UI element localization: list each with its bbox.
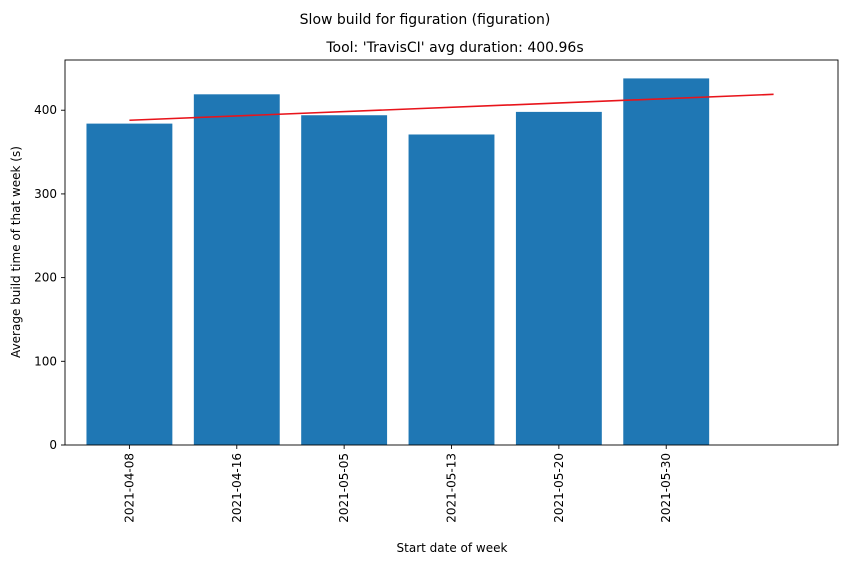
x-tick-label: 2021-05-30 bbox=[659, 453, 673, 523]
bar-2021-05-20 bbox=[515, 111, 602, 446]
bars-group bbox=[86, 78, 710, 446]
trend-line bbox=[129, 93, 774, 122]
bar-2021-04-08 bbox=[86, 123, 173, 445]
bar-2021-04-16 bbox=[193, 94, 280, 445]
bar-2021-05-30 bbox=[623, 78, 710, 446]
x-tick-label: 2021-05-13 bbox=[445, 453, 459, 523]
bar-2021-05-05 bbox=[301, 115, 388, 445]
y-tick-label: 400 bbox=[34, 103, 57, 117]
x-tick-label: 2021-04-08 bbox=[122, 453, 136, 523]
bar-2021-05-13 bbox=[408, 134, 495, 445]
y-axis-label: Average build time of that week (s) bbox=[9, 146, 23, 358]
y-tick-label: 300 bbox=[34, 187, 57, 201]
x-axis-label: Start date of week bbox=[397, 541, 508, 555]
trend-group bbox=[129, 93, 774, 122]
x-tick-label: 2021-04-16 bbox=[230, 453, 244, 523]
x-ticks-group: 2021-04-08 2021-04-16 2021-05-05 2021-05-13… bbox=[122, 445, 673, 523]
chart-title: Tool: 'TravisCI' avg duration: 400.96s bbox=[325, 40, 583, 56]
x-tick-label: 2021-05-05 bbox=[337, 453, 351, 523]
y-ticks-group: 0 100 200 300 400 bbox=[34, 103, 65, 452]
x-tick-label: 2021-05-20 bbox=[552, 453, 566, 523]
chart-suptitle: Slow build for figuration (figuration) bbox=[300, 12, 551, 28]
y-tick-label: 100 bbox=[34, 354, 57, 368]
y-tick-label: 0 bbox=[49, 438, 57, 452]
y-tick-label: 200 bbox=[34, 271, 57, 285]
